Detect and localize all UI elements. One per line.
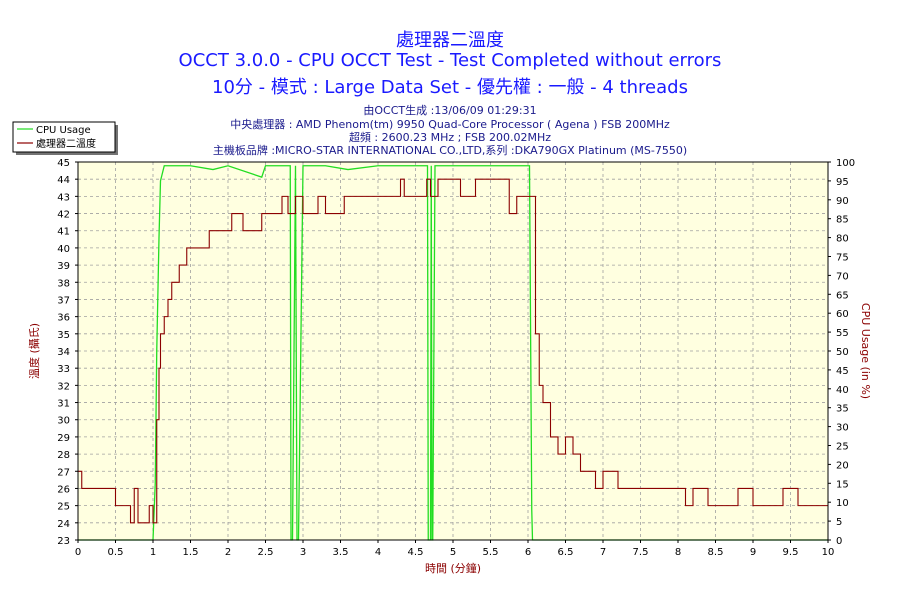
y-tick-label: 28 (57, 450, 70, 461)
y-tick-label: 44 (57, 175, 70, 186)
y-tick-label: 37 (57, 295, 70, 306)
y2-tick-label: 30 (836, 423, 849, 434)
y2-tick-label: 20 (836, 460, 849, 471)
y2-tick-label: 35 (836, 404, 849, 415)
x-tick-label: 4.5 (408, 547, 424, 558)
y2-tick-label: 55 (836, 328, 849, 339)
x-tick-label: 5 (450, 547, 456, 558)
y2-tick-label: 95 (836, 177, 849, 188)
y2-tick-label: 15 (836, 479, 849, 490)
board-info: 主機板品牌 :MICRO-STAR INTERNATIONAL CO.,LTD,… (212, 144, 688, 157)
y-tick-label: 43 (57, 192, 70, 203)
legend-label-usage: CPU Usage (36, 125, 91, 136)
y2-tick-label: 85 (836, 215, 849, 226)
x-tick-label: 8.5 (708, 547, 724, 558)
y2-axis-label: CPU Usage (in %) (859, 303, 872, 399)
y-tick-label: 41 (57, 227, 70, 238)
generated-info: 由OCCT生成 :13/06/09 01:29:31 (363, 104, 537, 117)
legend-label-temp: 處理器二溫度 (36, 137, 96, 150)
y-tick-label: 30 (57, 416, 70, 427)
x-tick-label: 8 (675, 547, 681, 558)
y2-tick-label: 0 (836, 536, 842, 547)
x-tick-label: 10 (822, 547, 835, 558)
clock-info: 超頻 : 2600.23 MHz ; FSB 200.02MHz (348, 131, 552, 144)
series-line-temperature (78, 178, 828, 524)
y2-tick-label: 65 (836, 290, 849, 301)
y2-tick-label: 70 (836, 271, 849, 282)
x-tick-label: 0.5 (108, 547, 124, 558)
x-tick-label: 9 (750, 547, 756, 558)
bottom-axis-ticks: 0 0.5 1 1.5 2 2.5 3 3.5 4 4.5 5 5.5 6 6.5 7 7.5 8 8.5 9 9.5… (75, 540, 835, 558)
y-tick-label: 33 (57, 364, 70, 375)
x-tick-label: 0 (75, 547, 81, 558)
legend: CPU Usage 處理器二溫度 (12, 121, 118, 155)
x-tick-label: 3.5 (333, 547, 349, 558)
y-tick-label: 26 (57, 484, 70, 495)
left-axis-ticks: 23 24 25 26 27 28 29 30 31 32 33 34 35 36 37 38 39 40 41 42… (57, 158, 78, 547)
y-tick-label: 34 (57, 347, 70, 358)
y-tick-label: 38 (57, 278, 70, 289)
y2-tick-label: 75 (836, 253, 849, 264)
x-tick-label: 1 (150, 547, 156, 558)
y2-tick-label: 50 (836, 347, 849, 358)
y2-tick-label: 40 (836, 385, 849, 396)
y-axis-label: 溫度 (攝氏) (27, 323, 41, 379)
y2-tick-label: 100 (836, 158, 855, 169)
y-tick-label: 35 (57, 330, 70, 341)
y-tick-label: 25 (57, 502, 70, 513)
y-tick-label: 36 (57, 313, 70, 324)
chart-subtitle-test: OCCT 3.0.0 - CPU OCCT Test - Test Comple… (178, 50, 722, 71)
x-tick-label: 3 (300, 547, 306, 558)
x-tick-label: 2.5 (258, 547, 274, 558)
x-tick-label: 4 (375, 547, 381, 558)
chart-subtitle-mode: 10分 - 模式 : Large Data Set - 優先權 : 一般 - 4… (212, 77, 688, 98)
x-tick-label: 1.5 (183, 547, 199, 558)
y-tick-label: 32 (57, 381, 70, 392)
y-tick-label: 24 (57, 519, 70, 530)
y2-tick-label: 60 (836, 309, 849, 320)
x-tick-label: 9.5 (783, 547, 799, 558)
y2-tick-label: 25 (836, 442, 849, 453)
x-tick-label: 7.5 (633, 547, 649, 558)
y-tick-label: 42 (57, 210, 70, 221)
y2-tick-label: 90 (836, 196, 849, 207)
y-tick-label: 40 (57, 244, 70, 255)
x-tick-label: 6 (525, 547, 531, 558)
cpu-info: 中央處理器 : AMD Phenom(tm) 9950 Quad-Core Pr… (230, 118, 670, 131)
y-tick-label: 45 (57, 158, 70, 169)
y-tick-label: 27 (57, 467, 70, 478)
y2-tick-label: 10 (836, 498, 849, 509)
x-tick-label: 7 (600, 547, 606, 558)
x-tick-label: 6.5 (558, 547, 574, 558)
y2-tick-label: 45 (836, 366, 849, 377)
x-axis-label: 時間 (分鐘) (425, 561, 481, 575)
y-tick-label: 23 (57, 536, 70, 547)
y2-tick-label: 5 (836, 517, 842, 528)
right-axis-ticks: 0 5 10 15 20 25 30 35 40 45 50 55 60 65 70 75 80 85 90 95 10… (828, 158, 855, 547)
x-tick-label: 5.5 (483, 547, 499, 558)
y2-tick-label: 80 (836, 234, 849, 245)
y-tick-label: 31 (57, 399, 70, 410)
x-tick-label: 2 (225, 547, 231, 558)
y-tick-label: 29 (57, 433, 70, 444)
y-tick-label: 39 (57, 261, 70, 272)
chart-title: 處理器二溫度 (396, 30, 504, 51)
